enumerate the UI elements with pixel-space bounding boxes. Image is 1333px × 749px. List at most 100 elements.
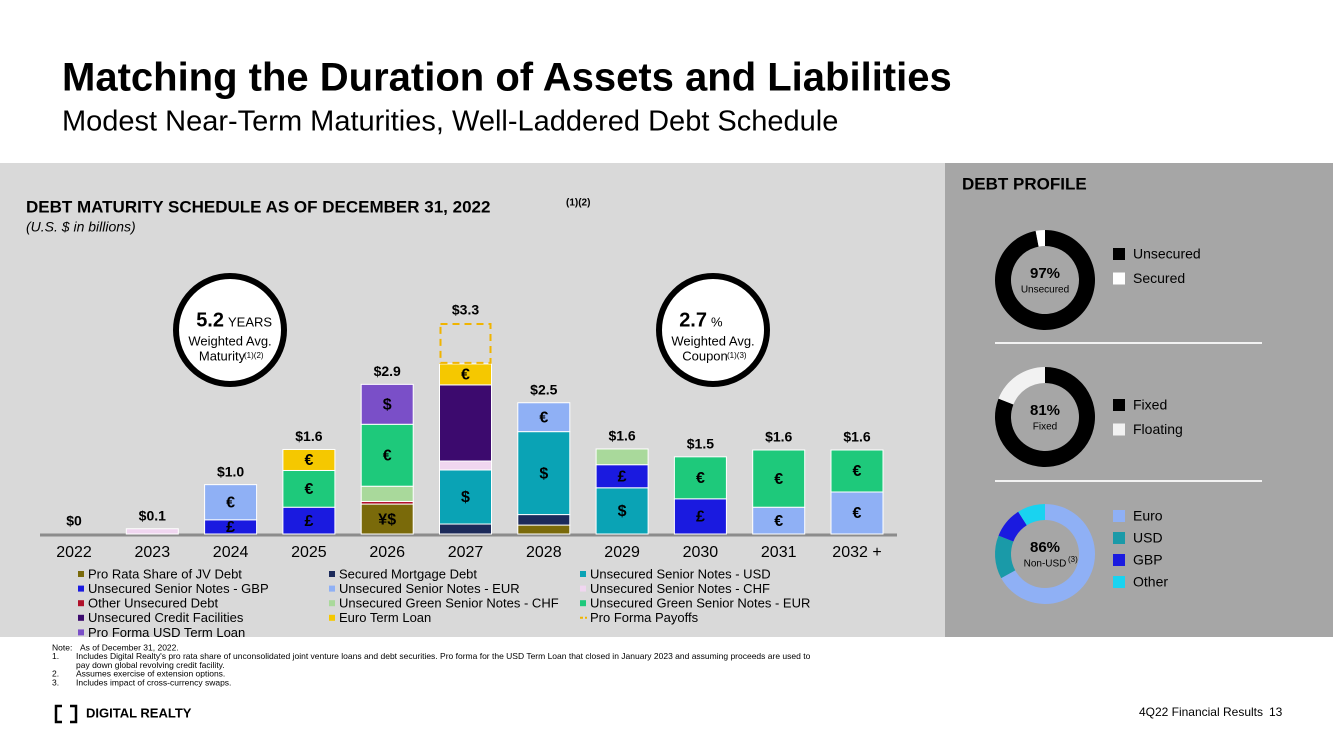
callout-circle	[656, 273, 770, 387]
donut-caption: Unsecured	[1021, 285, 1069, 296]
legend-marker	[580, 571, 586, 577]
callout-text: Weighted Avg.	[188, 333, 271, 348]
legend-label: Pro Forma Payoffs	[590, 610, 699, 625]
segment-symbol: €	[383, 447, 392, 464]
segment-symbol: €	[226, 494, 235, 511]
legend-marker	[1113, 576, 1125, 588]
segment-symbol: €	[774, 471, 783, 488]
segment-symbol: €	[539, 409, 548, 426]
bar-segment	[673, 456, 727, 500]
total-label: $1.6	[608, 428, 635, 444]
x-tick-label: 2026	[369, 544, 405, 561]
note-text: Includes impact of cross-currency swaps.	[76, 677, 231, 687]
bar-segment	[517, 431, 571, 516]
callout-value: 5.2	[196, 309, 224, 331]
total-label: $2.5	[530, 381, 557, 397]
legend-label: Other Unsecured Debt	[88, 596, 218, 611]
note-marker: 3.	[52, 677, 59, 687]
note-marker: Note:	[52, 642, 72, 652]
callout-unit: YEARS	[228, 314, 272, 329]
total-label: $1.6	[765, 429, 792, 445]
bar-segment	[282, 448, 336, 471]
bar-segment	[360, 383, 414, 425]
x-tick-label: 2029	[604, 544, 640, 561]
donut-center-value: 81%	[1030, 402, 1060, 419]
segment-symbol: €	[696, 470, 705, 487]
callout-unit: %	[711, 314, 723, 329]
segment-symbol: $	[539, 465, 548, 482]
legend-label: Unsecured Green Senior Notes - EUR	[590, 596, 810, 611]
bar-segment	[517, 514, 571, 526]
segment-symbol: $	[461, 489, 470, 506]
legend-label: Unsecured Senior Notes - CHF	[590, 581, 770, 596]
page-number: 13	[1269, 705, 1283, 719]
x-tick-label: 2032 +	[832, 544, 881, 561]
donut-caption: Fixed	[1033, 422, 1057, 433]
donut-slice	[995, 230, 1095, 330]
legend-marker	[329, 600, 335, 607]
segment-symbol: £	[618, 468, 627, 485]
callout-circle	[173, 273, 287, 387]
x-tick-label: 2024	[213, 544, 249, 561]
bar-segment	[752, 449, 806, 508]
donut-center-value: 97%	[1030, 265, 1060, 282]
legend-label: USD	[1133, 530, 1163, 546]
bar-segment	[830, 491, 884, 535]
total-label: $1.0	[217, 463, 244, 479]
legend-marker	[580, 600, 586, 607]
callout-note: (1)(2)	[244, 351, 264, 360]
bar-segment	[439, 384, 492, 462]
total-label: $1.6	[843, 429, 870, 445]
donut-slice	[995, 367, 1095, 467]
donut-caption-note: (3)	[1068, 555, 1078, 564]
logo-text: DIGITAL REALTY	[86, 705, 192, 720]
legend-marker	[1113, 510, 1125, 522]
slide-title: Matching the Duration of Assets and Liab…	[62, 56, 952, 100]
legend-label: Pro Forma USD Term Loan	[88, 625, 245, 640]
total-label: $0.1	[139, 507, 166, 523]
legend-label: Other	[1133, 574, 1168, 590]
donut-slice	[998, 511, 1027, 542]
total-label: $3.3	[452, 302, 479, 318]
legend-marker	[329, 614, 335, 621]
bar-segment	[439, 469, 492, 525]
donut-slice	[995, 535, 1016, 579]
segment-symbol: €	[461, 367, 470, 384]
bar-segment	[517, 524, 571, 535]
total-label: $1.5	[687, 436, 714, 452]
total-label: $2.9	[374, 363, 401, 379]
legend-label: Unsecured Green Senior Notes - CHF	[339, 596, 559, 611]
bar-segment	[517, 402, 571, 433]
callout-text: Weighted Avg.	[671, 333, 754, 348]
segment-symbol: €	[774, 513, 783, 530]
legend-marker	[78, 571, 84, 577]
donut-center-value: 86%	[1030, 539, 1060, 556]
legend-marker	[1113, 423, 1125, 436]
legend-label: Secured Mortgage Debt	[339, 566, 477, 581]
legend-label: Euro Term Loan	[339, 610, 431, 625]
bar-segment	[439, 460, 492, 471]
legend-label: Unsecured	[1133, 246, 1201, 262]
legend-label: Fixed	[1133, 397, 1167, 413]
callout-text: Maturity	[199, 348, 246, 363]
segment-symbol: $	[383, 397, 392, 414]
logo-icon	[54, 704, 78, 724]
legend-marker	[1113, 554, 1125, 566]
segment-symbol: £	[304, 513, 313, 530]
chart-subtitle: (U.S. $ in billions)	[26, 219, 136, 235]
legend-label: Secured	[1133, 270, 1185, 286]
side-heading: DEBT PROFILE	[962, 174, 1087, 193]
legend-marker	[78, 614, 84, 621]
legend-marker	[78, 585, 84, 592]
bar-segment	[752, 506, 806, 535]
donut-slice	[1018, 504, 1045, 526]
note-marker: 1.	[52, 651, 59, 661]
legend-label: Unsecured Senior Notes - USD	[590, 566, 771, 581]
x-tick-label: 2023	[135, 544, 171, 561]
bar-segment	[360, 503, 414, 535]
note-text: Assumes exercise of extension options.	[76, 669, 225, 679]
note-text: pay down global revolving credit facilit…	[76, 660, 225, 670]
x-tick-label: 2031	[761, 544, 797, 561]
segment-symbol: £	[226, 519, 235, 536]
segment-symbol: $	[618, 503, 627, 520]
